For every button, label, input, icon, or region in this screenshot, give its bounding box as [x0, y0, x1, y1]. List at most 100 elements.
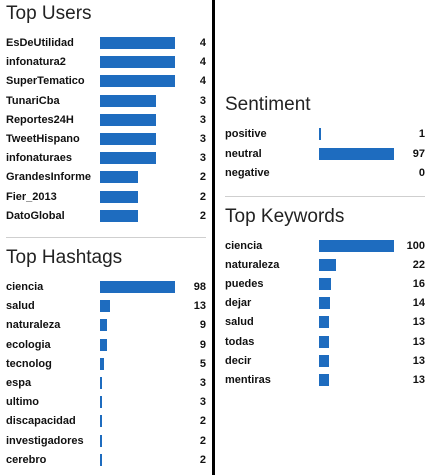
top-keywords-row: puedes 16 — [215, 275, 435, 294]
top-hashtags-row: discapacidad 2 — [0, 412, 212, 431]
top-users-title: Top Users — [6, 3, 92, 24]
row-label: cerebro — [6, 453, 47, 466]
row-count: 100 — [406, 240, 425, 252]
row-count: 2 — [199, 415, 206, 428]
row-count: 3 — [199, 152, 206, 165]
row-count: 1 — [418, 128, 425, 140]
row-label: mentiras — [225, 373, 271, 386]
sentiment-row: negative 0 — [215, 164, 435, 183]
row-label: todas — [225, 335, 255, 348]
row-count: 2 — [199, 453, 206, 466]
row-bar — [319, 335, 329, 348]
top-users-row: Fier_2013 2 — [0, 188, 212, 207]
row-bar — [100, 396, 103, 409]
row-label: SuperTematico — [6, 75, 85, 88]
row-bar — [100, 453, 102, 466]
row-count: 98 — [193, 281, 206, 293]
row-label: infonaturaes — [6, 152, 73, 165]
row-bar — [319, 240, 394, 252]
row-bar — [100, 415, 102, 428]
row-label: ciencia — [6, 281, 44, 293]
top-hashtags-row: cerebro 2 — [0, 451, 212, 470]
row-bar — [100, 133, 157, 145]
row-label: investigadores — [6, 434, 84, 447]
row-bar — [319, 373, 329, 386]
row-bar — [100, 377, 103, 389]
row-bar — [319, 259, 336, 272]
row-count: 3 — [199, 377, 206, 389]
top-hashtags-row: ecologia 9 — [0, 336, 212, 355]
row-label: naturaleza — [225, 259, 280, 272]
row-bar — [100, 209, 138, 222]
top-hashtags-row: investigadores 2 — [0, 432, 212, 451]
top-hashtags-panel: ciencia 98 salud 13 naturaleza 9 ecologia 9 tecn… — [0, 278, 212, 470]
sentiment-row: positive 1 — [215, 125, 435, 144]
row-bar — [100, 56, 175, 69]
row-label: tecnolog — [6, 357, 52, 370]
row-label: positive — [225, 128, 267, 140]
top-keywords-row: naturaleza 22 — [215, 256, 435, 275]
row-label: salud — [6, 300, 35, 313]
row-label: Reportes24H — [6, 113, 74, 126]
row-count: 5 — [199, 357, 206, 370]
row-count: 14 — [412, 297, 425, 310]
row-bar — [100, 300, 110, 313]
row-label: ecologia — [6, 338, 51, 351]
row-count: 9 — [199, 319, 206, 332]
row-bar — [100, 357, 104, 370]
top-keywords-panel: ciencia 100 naturaleza 22 puedes 16 dejar 14 sal… — [215, 237, 435, 392]
top-users-row: SuperTematico 4 — [0, 72, 212, 91]
row-label: discapacidad — [6, 415, 76, 428]
top-hashtags-row: ultimo 3 — [0, 393, 212, 412]
row-count: 9 — [199, 338, 206, 351]
top-users-row: GrandesInforme 2 — [0, 168, 212, 187]
row-count: 13 — [412, 335, 425, 348]
top-users-row: TunariCba 3 — [0, 92, 212, 111]
row-label: Fier_2013 — [6, 190, 57, 203]
row-bar — [100, 75, 175, 88]
row-bar — [100, 94, 157, 107]
row-label: naturaleza — [6, 319, 61, 332]
row-count: 2 — [199, 171, 206, 184]
row-bar — [100, 37, 175, 49]
top-keywords-row: mentiras 13 — [215, 371, 435, 390]
column-divider — [212, 0, 215, 475]
row-bar — [100, 171, 138, 184]
row-label: ultimo — [6, 396, 39, 409]
row-label: negative — [225, 167, 270, 179]
row-count: 3 — [199, 396, 206, 409]
row-count: 2 — [199, 434, 206, 447]
row-bar — [319, 316, 329, 329]
row-label: neutral — [225, 147, 262, 160]
top-users-row: TweetHispano 3 — [0, 130, 212, 149]
row-count: 4 — [199, 37, 206, 49]
top-keywords-row: ciencia 100 — [215, 237, 435, 256]
row-bar — [100, 281, 175, 293]
row-count: 3 — [199, 113, 206, 126]
sentiment-panel: positive 1 neutral 97 negative 0 — [215, 125, 435, 185]
top-hashtags-title: Top Hashtags — [6, 247, 123, 268]
row-count: 2 — [199, 209, 206, 222]
row-count: 13 — [412, 316, 425, 329]
top-users-row: infonatura2 4 — [0, 53, 212, 72]
row-count: 0 — [418, 167, 425, 179]
row-count: 22 — [412, 259, 425, 272]
row-label: dejar — [225, 297, 252, 310]
top-users-row: Reportes24H 3 — [0, 111, 212, 130]
row-bar — [100, 152, 157, 165]
row-label: espa — [6, 377, 32, 389]
top-hashtags-row: salud 13 — [0, 297, 212, 316]
top-users-panel: EsDeUtilidad 4 infonatura2 4 SuperTematico 4 T… — [0, 34, 212, 226]
top-hashtags-row: naturaleza 9 — [0, 316, 212, 335]
row-label: DatoGlobal — [6, 209, 65, 222]
top-hashtags-row: ciencia 98 — [0, 278, 212, 297]
row-label: TweetHispano — [6, 133, 80, 145]
row-bar — [100, 113, 157, 126]
section-divider — [6, 237, 206, 238]
right-column: Sentiment positive 1 neutral 97 negative 0 To… — [215, 0, 435, 475]
row-count: 4 — [199, 75, 206, 88]
row-count: 97 — [412, 147, 425, 160]
row-count: 13 — [193, 300, 206, 313]
row-count: 2 — [199, 190, 206, 203]
row-bar — [100, 338, 107, 351]
